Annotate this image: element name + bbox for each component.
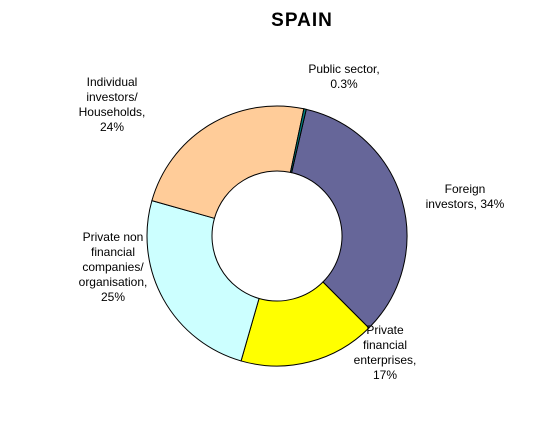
slice-public-sector xyxy=(289,108,307,174)
slice-private-non-financial-companies-organisation xyxy=(146,200,260,362)
label-line: investors, 34% xyxy=(426,197,505,211)
label-line: companies/ xyxy=(82,260,144,274)
label-line: Individual xyxy=(87,75,138,89)
label-line: Public sector, xyxy=(308,62,379,76)
label-private-financial-enterprises: Private financial enterprises, 17% xyxy=(354,323,417,382)
label-line: Foreign xyxy=(445,182,486,196)
label-line: financial xyxy=(91,245,135,259)
label-line: financial xyxy=(363,338,407,352)
label-line: Households, xyxy=(79,105,146,119)
label-line: 25% xyxy=(101,290,125,304)
label-line: Private non xyxy=(83,230,144,244)
slice-individual-investors-households xyxy=(151,105,305,219)
label-line: 17% xyxy=(373,368,397,382)
label-public-sector: Public sector, 0.3% xyxy=(308,62,379,91)
label-line: 24% xyxy=(100,120,124,134)
chart-title: SPAIN xyxy=(271,10,333,31)
label-line: 0.3% xyxy=(330,77,358,91)
label-line: organisation, xyxy=(79,275,148,289)
label-private-non-financial-companies-organisation: Private non financial companies/organisati… xyxy=(79,230,148,304)
slice-foreign-investors xyxy=(291,108,408,329)
doughnut-slices xyxy=(146,105,408,367)
label-line: enterprises, xyxy=(354,353,417,367)
label-line: investors/ xyxy=(86,90,138,104)
label-line: Private xyxy=(366,323,404,337)
label-foreign-investors: Foreign investors, 34% xyxy=(426,182,505,211)
label-individual-investors-households: Individual investors/Households, 24% xyxy=(79,75,146,134)
slice-labels: Foreign investors, 34%Private financial ent… xyxy=(79,62,505,382)
